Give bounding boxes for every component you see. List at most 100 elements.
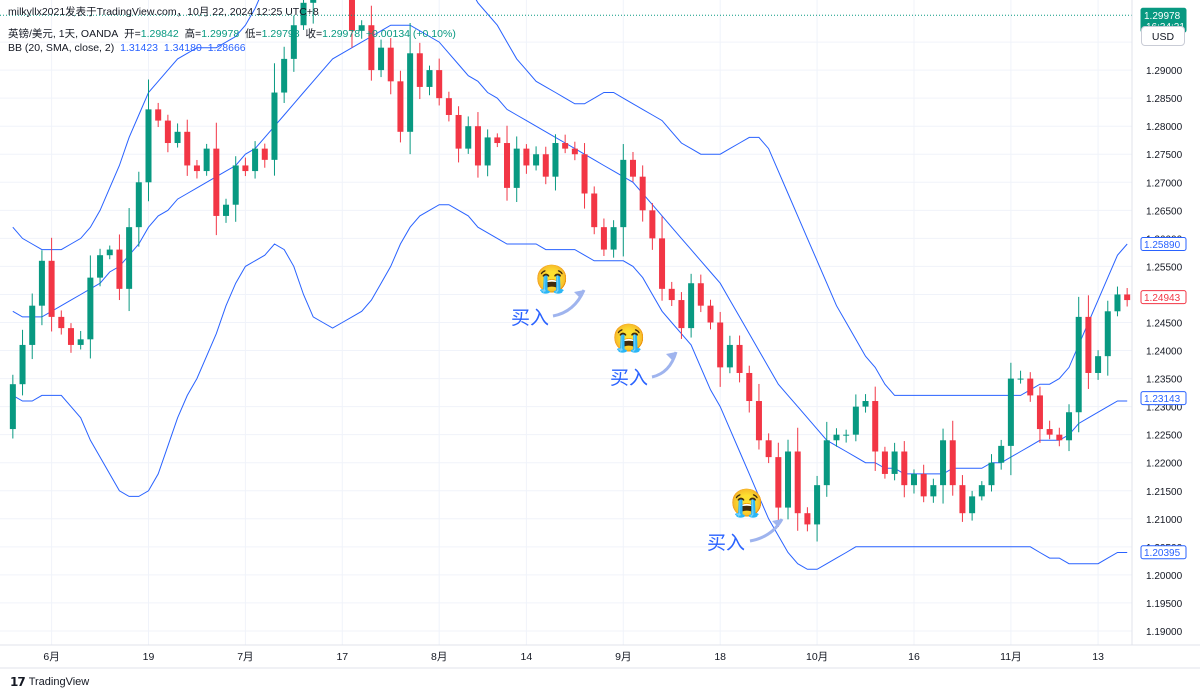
candle-body [940,440,947,486]
candle-body [426,70,433,87]
candle-body [1114,294,1121,312]
price-badge-label: 1.24943 [1144,293,1181,304]
candle-body [87,277,94,340]
symbol-label[interactable]: 英镑/美元, 1天, OANDA [8,28,119,40]
buy-annotation-2: 买入 [610,367,649,389]
price-axis: 1.190001.195001.200001.205001.210001.215… [1131,0,1200,645]
candle-body [155,109,162,121]
candle-body [833,434,840,441]
candle-body [765,440,772,458]
candle-body [1007,378,1014,446]
candle-body [445,98,452,115]
candle-body [620,159,627,228]
candle-body [513,148,520,188]
candle-body [891,451,898,474]
price-tick-label: 1.21000 [1146,515,1183,526]
bb-mid-value: 1.31423 [120,42,159,54]
price-badge-label: 1.29978 [1144,11,1181,22]
low-label: 低= [245,28,262,40]
candle-body [949,440,956,486]
candle-body [775,457,782,508]
bb-label[interactable]: BB (20, SMA, close, 2) [8,42,115,54]
low-value: 1.29798 [261,28,300,40]
arrow-head-icon [574,290,584,298]
candle-body [1104,311,1111,357]
candle-body [281,58,288,93]
candle-body [9,384,16,430]
candle-body [494,137,501,144]
annotation-arrow [651,351,678,379]
candle-body [707,305,714,323]
candle-body [610,227,617,250]
candle-body [542,154,549,177]
candle-body [213,148,220,216]
price-tick-label: 1.22000 [1146,459,1183,470]
brand-name[interactable]: TradingView [28,676,90,688]
price-tick-label: 1.24500 [1146,319,1183,330]
candle-body [232,165,239,205]
candle-body [920,473,927,497]
candle-body [591,193,598,228]
candles [9,0,1131,542]
arrow-head-icon [666,352,676,360]
candle-body [358,25,365,31]
price-badge [1140,545,1187,560]
candle-body [1027,378,1034,396]
time-axis: 6月 19 7月 17 8月 14 9月 18 10月 16 11月 13 [0,644,1200,669]
annotation-arrows [552,289,784,543]
publish-info: milkyllx2021发表于TradingView.com，10月 22, 2… [8,6,319,18]
crying-face-icon: 😭 [730,488,764,518]
close-value: 1.29978 [322,28,361,40]
time-tick-label: 8月 [431,651,447,663]
candle-body [58,316,65,329]
time-tick-label: 18 [714,651,726,663]
candle-body [77,339,84,345]
candle-body [600,227,607,250]
series-legend: 英镑/美元, 1天, OANDA 开=1.29842 高=1.29978 低=1… [8,27,456,41]
time-tick-label: 6月 [43,651,59,663]
candle-body [562,143,569,149]
price-tick-label: 1.23000 [1146,403,1183,414]
footer: 𝟭𝟳 TradingView [10,675,89,689]
candle-body [581,154,588,194]
price-tick-label: 1.22500 [1146,431,1183,442]
candle-body [794,451,801,514]
candle-body [668,288,675,301]
price-tick-label: 1.23500 [1146,375,1183,386]
candle-body [378,47,385,71]
candle-body [174,131,181,144]
candle-body [910,473,917,486]
time-tick-label: 9月 [615,651,631,663]
candle-body [688,283,695,329]
bb-upper-value: 1.34180 [163,42,202,54]
candle-body [145,109,152,183]
candle-body [484,137,491,166]
time-tick-label: 16 [908,651,920,663]
candle-body [552,143,559,177]
candle-body [310,0,317,3]
candle-body [106,249,113,256]
price-tick-label: 1.28000 [1146,122,1183,133]
price-tick-label: 1.21500 [1146,487,1183,498]
candle-body [571,148,578,155]
candle-body [474,126,481,166]
candle-body [746,372,753,402]
candle-body [368,25,375,71]
currency-button[interactable]: USD [1141,26,1185,46]
price-tick-label: 1.29000 [1146,66,1183,77]
price-badge-label: 1.23143 [1144,394,1181,405]
candle-body [785,451,792,508]
candle-body [1124,294,1131,301]
tradingview-logo-icon: 𝟭𝟳 [10,675,26,689]
candle-body [969,496,976,514]
price-tick-label: 1.20000 [1146,571,1183,582]
price-tick-label: 1.19000 [1146,627,1183,638]
bollinger-bands [12,0,1128,570]
arrow-head-icon [772,519,782,527]
price-tick-label: 1.27500 [1146,150,1183,161]
candle-body [223,204,230,216]
price-badge-label: 1.25890 [1144,240,1181,251]
candle-body [397,81,404,132]
candle-body [659,238,666,289]
